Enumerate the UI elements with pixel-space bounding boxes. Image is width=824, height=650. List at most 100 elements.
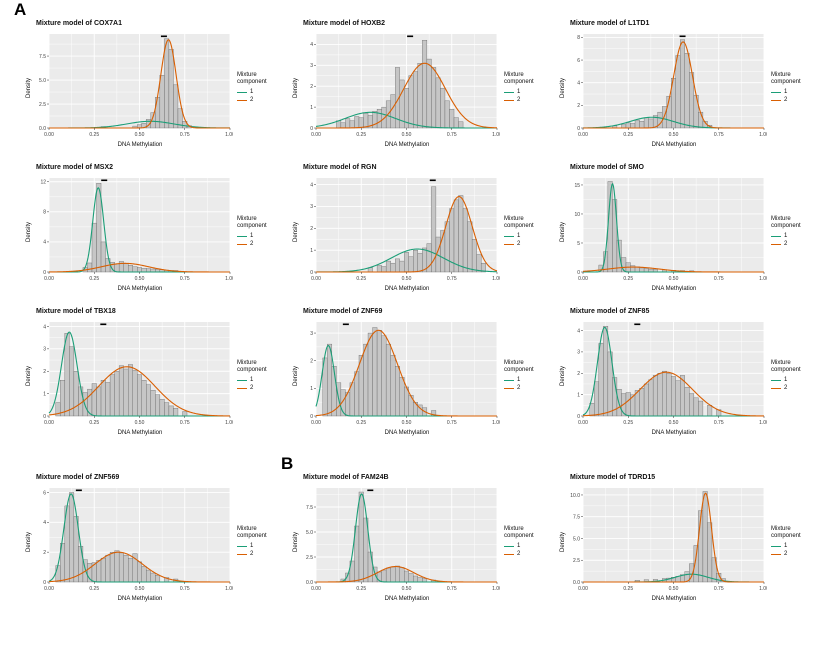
legend-item-label: 2: [784, 240, 788, 247]
y-axis-title-text: Density: [292, 531, 299, 553]
y-tick-label: 4: [43, 240, 46, 246]
histogram-bar: [675, 55, 681, 129]
legend-item-label: 1: [250, 377, 254, 383]
legend-key-line: [504, 387, 514, 389]
y-axis-title-text: Density: [25, 77, 32, 99]
observed-value-marker: [342, 323, 349, 326]
histogram-bar: [87, 262, 93, 273]
x-tick-label: 1.00: [759, 132, 767, 138]
histogram-bar: [652, 375, 658, 417]
y-tick-label: 5.0: [39, 78, 46, 84]
x-tick-label: 0.75: [447, 420, 457, 426]
legend-item-label: 1: [784, 377, 788, 383]
y-tick-label: 2.5: [39, 102, 46, 108]
histogram-bar: [413, 575, 418, 583]
legend-item-1: 1: [504, 377, 552, 384]
y-tick-label: 1: [310, 386, 313, 392]
y-tick-label: 2: [577, 103, 580, 109]
x-axis-title: DNA Methylation: [384, 286, 430, 292]
y-axis-title: Density: [291, 28, 300, 148]
histogram-bar: [698, 400, 704, 417]
histogram-bar: [146, 384, 151, 417]
legend-item-2: 2: [771, 385, 819, 392]
x-axis-title: DNA Methylation: [117, 596, 163, 602]
y-tick-label: 0: [43, 414, 46, 420]
y-tick-label: 4: [43, 520, 46, 526]
y-tick-label: 2: [310, 226, 313, 232]
histogram-bar: [340, 122, 346, 129]
legend-item-2: 2: [504, 551, 552, 558]
y-tick-label: 7.5: [306, 505, 313, 511]
y-tick-label: 4: [43, 324, 46, 330]
y-tick-label: 3: [310, 63, 313, 69]
x-tick-label: 0.75: [714, 420, 724, 426]
histogram-bar: [680, 39, 685, 129]
legend-key-line: [771, 545, 781, 547]
density-curve-component-2: [48, 366, 230, 417]
histogram-bar: [453, 199, 459, 273]
y-tick-label: 8: [577, 35, 580, 41]
histogram-bar: [395, 258, 400, 273]
y-tick-label: 0.0: [573, 580, 580, 586]
density-curve-component-2: [49, 262, 230, 273]
histogram-bar: [693, 397, 699, 417]
histogram-bar: [146, 569, 151, 583]
histogram-bar: [643, 117, 649, 129]
y-tick-label: 5.0: [573, 536, 580, 542]
legend-item-2: 2: [237, 385, 285, 392]
histogram-bar: [684, 53, 690, 129]
axes: 0.00 0.25 0.50 0.75 1.00 0 1 2 3 4: [310, 182, 500, 282]
histogram-bar: [467, 221, 473, 273]
histogram-bar: [413, 71, 418, 129]
histogram-bar: [413, 249, 418, 273]
chart-TBX18: Mixture model of TBX18 Density 0.00 0.25 0…: [24, 308, 285, 448]
y-axis-title-text: Density: [25, 221, 32, 243]
x-tick-label: 1.00: [492, 586, 500, 592]
histogram-bar: [69, 492, 75, 583]
legend-key-line: [771, 243, 781, 245]
observed-value-marker: [101, 179, 108, 182]
legend-item-2: 2: [504, 97, 552, 104]
x-tick-label: 0.50: [402, 420, 412, 426]
chart-title: Mixture model of SMO: [570, 164, 644, 171]
legend-item-label: 2: [517, 550, 521, 557]
observed-value-marker: [634, 323, 641, 326]
histogram-bar: [114, 371, 120, 417]
observed-value-marker: [75, 489, 82, 492]
histogram-bar: [137, 561, 142, 583]
density-curve-component-2: [316, 565, 497, 583]
histogram-bar: [128, 364, 133, 417]
histogram-bar: [395, 366, 400, 417]
charts-grid: Mixture model of COX7A1 Density 0.00 0.25…: [14, 0, 819, 602]
x-tick-label: 0.75: [447, 276, 457, 282]
x-tick-label: 0.00: [311, 132, 321, 138]
histogram-bar: [376, 265, 382, 273]
x-tick-label: 1.00: [492, 132, 500, 138]
observed-value-marker: [100, 323, 107, 326]
legend-item-label: 1: [517, 89, 521, 95]
legend-key-line: [771, 553, 781, 555]
chart-ZNF85: Mixture model of ZNF85 Density 0.00 0.25 0…: [558, 308, 819, 448]
plot: 0.00 0.25 0.50 0.75 1.00 0 1 2 3: [310, 322, 500, 426]
x-tick-label: 0.00: [44, 276, 54, 282]
legend-key-line: [237, 91, 247, 93]
histogram-bar: [376, 109, 382, 129]
plot: 0.00 0.25 0.50 0.75 1.00 0 2 4 6 8: [577, 34, 767, 138]
density-curve-component-1: [315, 111, 497, 129]
y-tick-label: 0: [577, 270, 580, 276]
histogram-bar: [462, 208, 468, 273]
x-tick-label: 0.25: [89, 420, 99, 426]
x-tick-label: 0.50: [402, 276, 412, 282]
histogram-bar: [616, 239, 622, 273]
legend-key-line: [771, 379, 781, 381]
x-tick-label: 0.25: [623, 586, 633, 592]
histogram-bar: [408, 75, 414, 129]
x-tick-label: 1.00: [759, 420, 767, 426]
chart-title: Mixture model of COX7A1: [36, 20, 122, 27]
density-curve-component-2: [583, 41, 764, 129]
histogram-bar: [354, 371, 360, 417]
x-tick-label: 1.00: [492, 420, 500, 426]
histogram: [340, 491, 437, 583]
axes: 0.00 0.25 0.50 0.75 1.00 0 5 10 15: [574, 183, 767, 282]
